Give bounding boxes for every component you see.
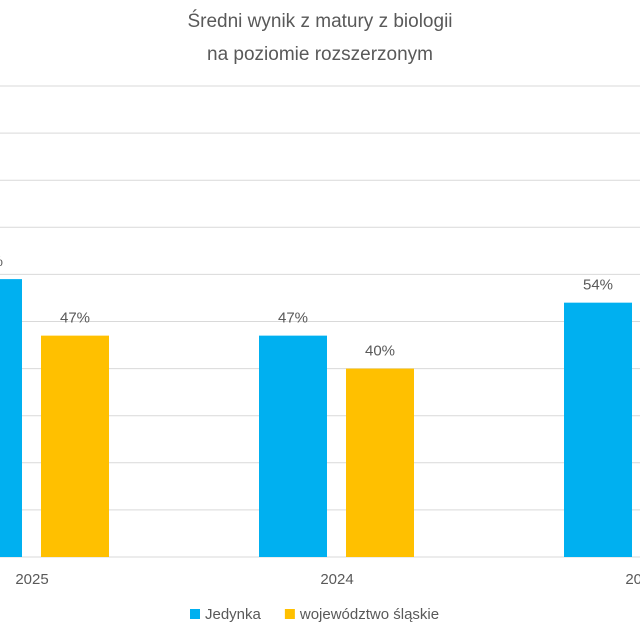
bar [41, 335, 109, 557]
x-tick-label: 2025 [15, 571, 48, 588]
legend-label: województwo śląskie [299, 606, 439, 623]
value-label: 59% [0, 253, 3, 270]
chart-title: Średni wynik z matury z biologii [187, 10, 452, 32]
value-label: 47% [278, 310, 308, 327]
legend-swatch [284, 609, 295, 619]
legend-swatch [190, 609, 200, 619]
x-tick-label: 2023 [625, 571, 640, 588]
x-tick-label: 2024 [320, 571, 353, 588]
bar [0, 279, 22, 557]
legend-label: Jedynka [205, 606, 262, 623]
bar [346, 368, 414, 557]
chart-title: na poziomie rozszerzonym [207, 44, 433, 65]
bar [564, 302, 632, 557]
bar [259, 335, 327, 557]
value-label: 54% [583, 277, 613, 294]
value-label: 40% [365, 343, 395, 360]
value-label: 47% [60, 310, 90, 327]
